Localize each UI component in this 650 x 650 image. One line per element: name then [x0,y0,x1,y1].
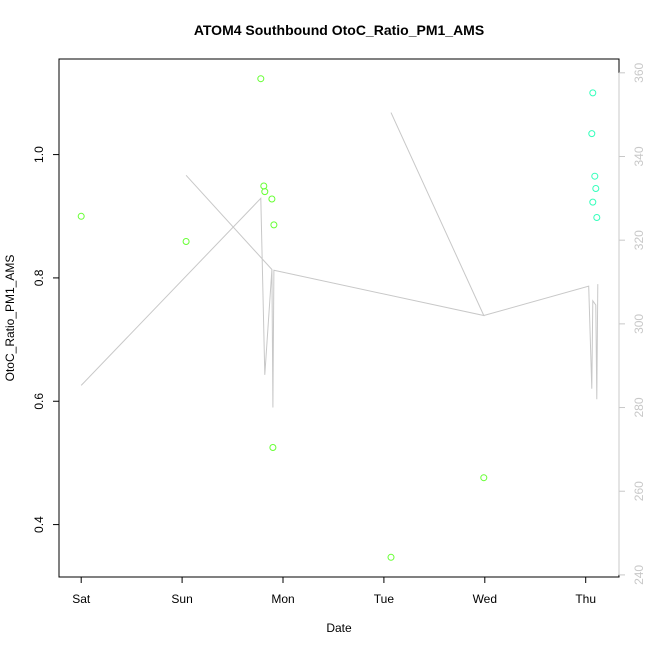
y2-tick-label: 240 [632,565,646,585]
data-point [589,89,597,97]
y2-tick-label: 360 [632,62,646,82]
y2-tick-label: 320 [632,230,646,250]
data-point [387,553,395,561]
x-tick-label: Thu [575,592,596,606]
x-tick-label: Mon [271,592,294,606]
x-tick-label: Sun [171,592,192,606]
data-point [589,198,597,206]
data-point [591,172,599,180]
y-axis-right: 240 260 280 300 320 340 360 [618,62,646,585]
data-point [270,221,278,229]
y-tick-label: 0.4 [32,516,46,533]
data-point [261,188,269,196]
data-point [257,75,265,83]
y-tick-label: 0.6 [32,393,46,410]
y2-tick-label: 300 [632,314,646,334]
x-tick-label: Tue [374,592,395,606]
y2-tick-label: 260 [632,481,646,501]
x-tick-label: Wed [473,592,497,606]
y-axis-left: 0.4 0.6 0.8 1.0 [32,146,60,533]
right-axis-series-line [80,112,599,408]
x-tick-label: Sat [72,592,91,606]
data-point [592,185,600,192]
data-point [268,195,276,203]
scatter-points [77,75,601,561]
y2-tick-label: 340 [632,146,646,166]
y-axis-label: OtoC_Ratio_PM1_AMS [3,255,17,382]
data-point [77,212,85,220]
data-point [593,214,601,221]
x-axis: Sat Sun Mon Tue Wed Thu [72,576,596,606]
data-point [480,474,488,482]
chart-title: ATOM4 Southbound OtoC_Ratio_PM1_AMS [194,22,484,38]
data-point [588,130,596,138]
y2-tick-label: 280 [632,397,646,417]
y-tick-label: 1.0 [32,146,46,163]
y-tick-label: 0.8 [32,269,46,286]
x-axis-label: Date [326,621,352,635]
data-point [182,238,190,245]
series-line [80,112,599,408]
data-point [269,444,277,451]
